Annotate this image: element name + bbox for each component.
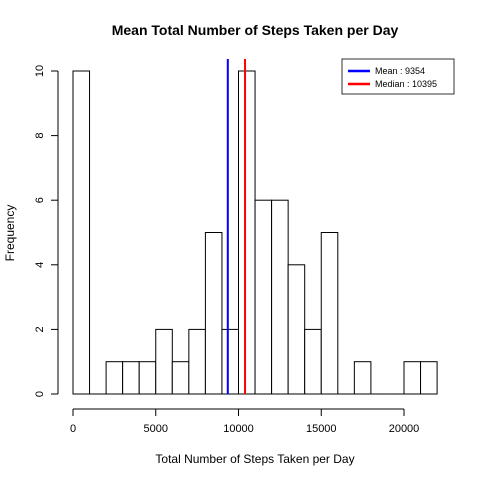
x-axis-label: Total Number of Steps Taken per Day	[155, 452, 354, 466]
x-tick-label: 15000	[306, 423, 337, 435]
y-axis: 0 2 4 6 8 10	[34, 65, 59, 397]
legend-label: Median : 10395	[375, 79, 437, 89]
y-axis-label: Frequency	[3, 205, 17, 262]
histogram-bar	[403, 361, 422, 395]
y-tick-label: 6	[34, 197, 46, 203]
x-axis: 0 5000 10000 15000 20000	[70, 408, 420, 435]
y-tick-label: 10	[34, 65, 46, 77]
histogram-bar	[353, 361, 372, 395]
histogram-bar	[320, 232, 339, 395]
y-tick-label: 8	[34, 133, 46, 139]
histogram-bar	[221, 328, 239, 395]
bars-group	[72, 70, 438, 395]
histogram-bar	[204, 232, 223, 395]
histogram-bar	[155, 328, 173, 395]
histogram-bar	[254, 199, 273, 395]
histogram-bar	[304, 328, 322, 395]
histogram-bar	[171, 361, 190, 395]
legend-box	[341, 58, 455, 95]
chart-title: Mean Total Number of Steps Taken per Day	[112, 22, 399, 38]
x-tick-label: 0	[70, 423, 76, 435]
histogram-bar	[138, 361, 157, 395]
x-tick-label: 20000	[389, 423, 420, 435]
histogram-bar	[188, 328, 206, 395]
histogram-bar	[420, 361, 438, 395]
legend: Mean : 9354 Median : 10395	[341, 58, 455, 95]
histogram-bar	[238, 70, 256, 395]
x-tick-label: 10000	[223, 423, 254, 435]
histogram-bar	[105, 361, 124, 395]
histogram-bar	[72, 70, 91, 395]
y-tick-label: 4	[34, 262, 46, 268]
y-tick-label: 0	[34, 391, 46, 397]
reference-lines-group	[226, 59, 247, 394]
histogram-bar	[287, 264, 306, 395]
histogram-bar	[271, 199, 289, 395]
legend-label: Mean : 9354	[375, 66, 425, 76]
histogram-bar	[122, 361, 140, 395]
y-tick-label: 2	[34, 326, 46, 332]
x-tick-label: 5000	[144, 423, 168, 435]
